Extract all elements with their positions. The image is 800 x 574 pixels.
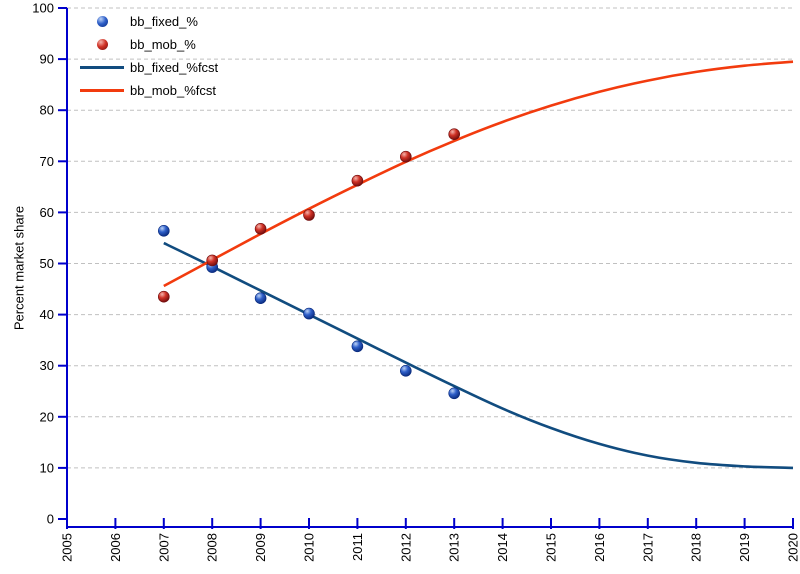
data-point: [399, 150, 412, 163]
x-tick-label: 2020: [786, 533, 800, 562]
y-tick-label: 40: [40, 307, 54, 322]
legend-item-bb-mob-fcst: bb_mob_%fcst: [80, 79, 218, 102]
legend-label: bb_mob_%: [130, 37, 196, 52]
gridlines: [67, 7, 793, 469]
data-point: [448, 387, 461, 400]
legend-swatch: [80, 39, 124, 50]
legend-label: bb_mob_%fcst: [130, 83, 216, 98]
data-point: [254, 223, 267, 235]
x-tick-label: 2017: [640, 533, 655, 562]
blue-sphere-marker-icon: [96, 16, 108, 27]
y-tick-label: 50: [40, 256, 54, 271]
legend-swatch: [80, 89, 124, 92]
x-tick-label: 2014: [495, 533, 510, 562]
x-tick-label: 2005: [60, 533, 75, 562]
series-line-bb_fixed_%fcst: [163, 241, 794, 470]
legend-label: bb_fixed_%: [130, 14, 198, 29]
y-tick-label: 30: [40, 358, 54, 373]
orange-line-swatch-icon: [80, 89, 124, 92]
x-tick-label: 2011: [350, 533, 365, 561]
y-axis-ticks: 0 10 20 30 40 50 60 70 80 90 100: [32, 1, 67, 527]
x-tick-label: 2009: [253, 533, 268, 562]
y-tick-label: 70: [40, 154, 54, 169]
legend-swatch: [80, 16, 124, 27]
series-markers-bb_fixed_%: [158, 225, 461, 400]
data-point: [351, 174, 364, 187]
legend-label: bb_fixed_%fcst: [130, 60, 219, 75]
y-tick-label: 20: [40, 409, 54, 424]
x-tick-label: 2006: [108, 533, 123, 562]
x-tick-label: 2019: [737, 533, 752, 562]
x-axis-ticks: 2005 2006 2007 2008 2009 2010 2011 2012 2013 2014…: [60, 518, 800, 562]
data-point: [158, 290, 170, 303]
data-point: [448, 128, 461, 140]
y-tick-label: 90: [40, 52, 54, 67]
navy-line-swatch-icon: [80, 66, 124, 69]
data-point: [158, 225, 170, 237]
red-sphere-marker-icon: [96, 39, 108, 50]
legend-swatch: [80, 66, 124, 69]
chart-legend: bb_fixed_% bb_mob_% bb_fixed_%fcst bb_mo…: [80, 10, 218, 102]
data-point: [254, 292, 267, 305]
data-point: [206, 254, 218, 267]
y-tick-label: 80: [40, 103, 54, 118]
x-tick-label: 2008: [205, 533, 220, 562]
y-tick-label: 10: [40, 460, 54, 475]
legend-item-bb-mob-pct: bb_mob_%: [80, 33, 218, 56]
x-tick-label: 2013: [447, 533, 462, 562]
y-tick-label: 0: [47, 512, 54, 527]
axes: [66, 8, 793, 528]
legend-item-bb-fixed-pct: bb_fixed_%: [80, 10, 218, 33]
data-point: [303, 307, 315, 320]
x-tick-label: 2010: [302, 533, 317, 562]
x-tick-label: 2007: [156, 533, 171, 562]
series-line-bb_mob_%fcst: [163, 60, 794, 288]
x-tick-label: 2018: [689, 533, 704, 562]
data-point: [303, 209, 315, 221]
series-markers-bb_mob_%: [158, 128, 461, 303]
x-tick-label: 2015: [544, 533, 559, 562]
x-tick-label: 2012: [398, 533, 413, 562]
y-tick-label: 60: [40, 205, 54, 220]
y-tick-label: 100: [32, 1, 54, 16]
data-point: [351, 340, 364, 353]
data-point: [399, 364, 412, 377]
legend-item-bb-fixed-fcst: bb_fixed_%fcst: [80, 56, 218, 79]
x-tick-label: 2016: [592, 533, 607, 562]
